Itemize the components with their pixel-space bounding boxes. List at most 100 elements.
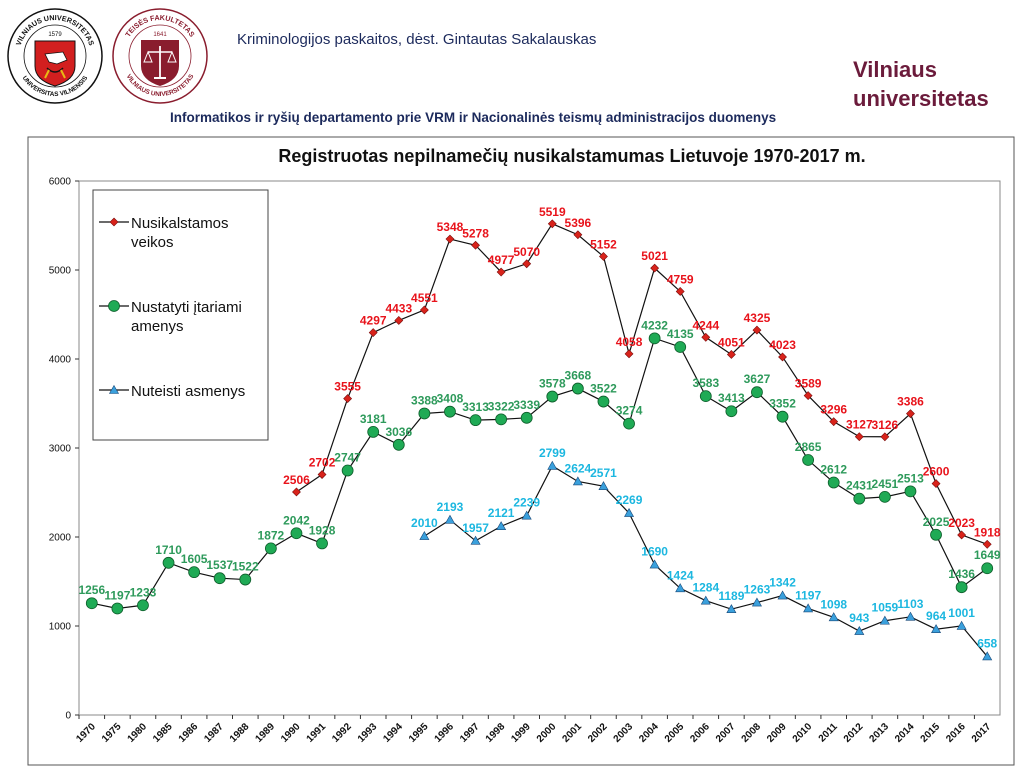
- data-label-convicted: 943: [849, 611, 869, 625]
- data-label-suspects: 3627: [744, 372, 771, 386]
- data-point-crimes: [522, 259, 532, 269]
- data-point-suspects: [469, 414, 482, 427]
- data-point-crimes: [931, 479, 941, 489]
- data-label-suspects: 1710: [155, 543, 182, 557]
- data-label-suspects: 2451: [872, 477, 899, 491]
- data-point-crimes: [368, 328, 378, 337]
- data-point-suspects: [392, 438, 405, 451]
- data-label-crimes: 4759: [667, 272, 694, 286]
- data-label-convicted: 1957: [462, 521, 489, 535]
- data-label-crimes: 2506: [283, 473, 310, 487]
- data-label-suspects: 1872: [258, 528, 285, 542]
- series-line-crimes: [296, 223, 988, 545]
- data-label-convicted: 2269: [616, 493, 643, 507]
- y-tick-label: 2000: [49, 533, 72, 544]
- university-name: Vilniaus universitetas: [853, 55, 989, 113]
- data-label-crimes: 5348: [437, 220, 464, 234]
- data-label-crimes: 4023: [769, 338, 796, 352]
- course-title: Kriminologijos paskaitos, dėst. Gintauta…: [237, 31, 597, 48]
- data-label-suspects: 4135: [667, 327, 694, 341]
- data-label-crimes: 3296: [820, 403, 847, 417]
- data-point-suspects: [213, 572, 226, 585]
- data-label-suspects: 2612: [820, 463, 847, 477]
- data-label-crimes: 4977: [488, 253, 515, 267]
- data-label-crimes: 5278: [462, 226, 489, 240]
- data-label-convicted: 2239: [513, 496, 540, 510]
- data-label-suspects: 2025: [923, 515, 950, 529]
- data-label-suspects: 3408: [437, 392, 464, 406]
- data-label-suspects: 1233: [130, 585, 157, 599]
- data-point-crimes: [624, 349, 634, 359]
- data-label-suspects: 2747: [334, 451, 361, 465]
- data-point-suspects: [188, 566, 201, 579]
- data-point-convicted: [879, 615, 890, 625]
- data-point-suspects: [239, 573, 252, 586]
- y-tick-label: 0: [65, 711, 71, 722]
- law-logo-year: 1641: [153, 32, 167, 38]
- data-label-convicted: 1342: [769, 576, 796, 590]
- data-point-convicted: [777, 590, 788, 600]
- data-label-crimes: 3127: [846, 418, 873, 432]
- data-point-suspects: [316, 537, 328, 550]
- data-point-suspects: [290, 527, 303, 540]
- data-point-convicted: [624, 507, 635, 517]
- data-point-crimes: [471, 240, 480, 250]
- data-label-crimes: 1918: [974, 525, 1001, 539]
- data-label-crimes: 4551: [411, 291, 438, 305]
- data-point-suspects: [981, 562, 994, 575]
- data-label-suspects: 1537: [206, 558, 233, 572]
- data-label-suspects: 3339: [513, 398, 540, 412]
- data-label-suspects: 1197: [104, 588, 130, 602]
- data-label-convicted: 2571: [590, 466, 617, 480]
- data-label-suspects: 3181: [360, 412, 387, 426]
- data-point-suspects: [495, 413, 508, 426]
- data-point-crimes: [496, 267, 506, 277]
- data-label-convicted: 1001: [948, 606, 975, 620]
- data-label-suspects: 1522: [232, 560, 259, 574]
- data-label-suspects: 3413: [718, 391, 745, 405]
- data-point-crimes: [829, 417, 839, 427]
- chart-title: Registruotas nepilnamečių nusikalstamuma…: [278, 146, 865, 166]
- data-point-convicted: [598, 481, 609, 490]
- data-source-note: Informatikos ir ryšių departamento prie …: [170, 110, 777, 125]
- data-point-convicted: [444, 514, 455, 524]
- data-label-convicted: 2121: [488, 506, 515, 520]
- data-point-suspects: [802, 454, 815, 466]
- data-label-suspects: 3274: [616, 404, 643, 418]
- data-label-crimes: 2600: [923, 465, 950, 479]
- data-point-convicted: [854, 625, 865, 635]
- data-label-convicted: 2624: [565, 461, 592, 475]
- data-point-convicted: [547, 460, 558, 470]
- y-tick-label: 1000: [49, 622, 72, 633]
- data-label-crimes: 5519: [539, 205, 566, 219]
- data-point-suspects: [904, 485, 917, 498]
- data-point-suspects: [751, 386, 763, 399]
- data-label-convicted: 1197: [795, 588, 821, 602]
- data-point-crimes: [547, 219, 557, 229]
- data-label-crimes: 3386: [897, 395, 924, 409]
- data-label-convicted: 2010: [411, 516, 438, 530]
- y-tick-label: 4000: [49, 355, 72, 366]
- data-point-crimes: [419, 305, 429, 315]
- data-point-convicted: [470, 535, 481, 545]
- data-label-crimes: 5021: [641, 249, 668, 263]
- data-label-suspects: 2513: [897, 471, 924, 485]
- legend-label-crimes: Nusikalstamos: [131, 215, 229, 232]
- data-label-crimes: 4433: [385, 301, 412, 315]
- legend-marker-convicted: [108, 384, 120, 394]
- legend-marker-crimes: [109, 217, 119, 227]
- data-label-convicted: 964: [926, 609, 946, 623]
- data-point-crimes: [573, 230, 583, 240]
- data-label-crimes: 5396: [565, 216, 592, 230]
- data-label-convicted: 2193: [437, 500, 464, 514]
- data-label-crimes: 2702: [309, 456, 336, 470]
- data-point-suspects: [571, 382, 584, 395]
- data-point-convicted: [649, 559, 660, 569]
- data-label-crimes: 3555: [334, 380, 361, 394]
- data-label-convicted: 2799: [539, 446, 566, 460]
- data-point-convicted: [572, 476, 583, 486]
- data-point-suspects: [955, 581, 968, 594]
- data-point-suspects: [674, 341, 687, 353]
- data-point-convicted: [521, 510, 532, 520]
- data-label-suspects: 2431: [846, 479, 873, 493]
